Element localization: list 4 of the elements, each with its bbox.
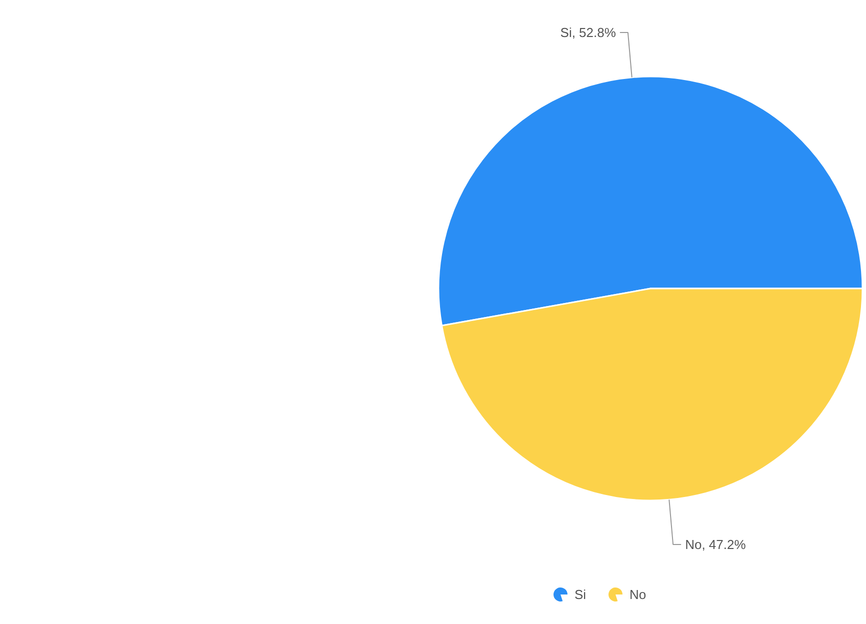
legend-label: No (630, 587, 646, 602)
data-label: Si, 52.8% (560, 24, 616, 40)
legend-label: Si (574, 587, 586, 602)
data-label: No, 47.2% (685, 537, 746, 552)
